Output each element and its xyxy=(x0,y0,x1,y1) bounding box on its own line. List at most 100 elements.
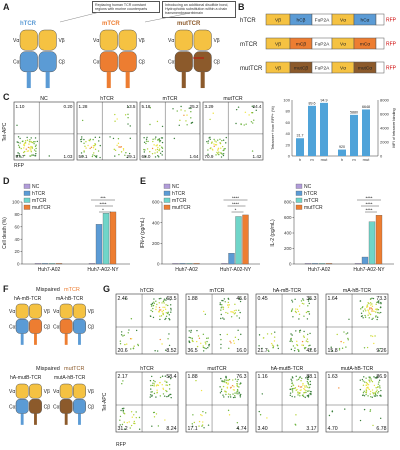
e2-legend-swatch-0 xyxy=(295,183,303,189)
e-sig-0: **** xyxy=(232,196,239,201)
d-legend-label-0: NC xyxy=(32,184,40,190)
construct-2-label-vb: Vβ xyxy=(275,66,281,72)
g-flow-event xyxy=(369,393,371,395)
f-hamutb-va-label: Vα xyxy=(9,389,15,395)
g-flow-event xyxy=(363,347,366,349)
g-flow-event xyxy=(302,382,304,385)
e-ytick: 600 xyxy=(152,200,160,205)
c-flow-event xyxy=(151,152,154,155)
tcr-m-vb-domain xyxy=(118,29,137,51)
g-flow-event xyxy=(239,300,242,303)
c-flow-event xyxy=(19,137,21,140)
g-flow-event xyxy=(305,346,307,349)
c-flow-event xyxy=(23,151,25,154)
g-flow-frame-5 xyxy=(185,371,249,433)
g-flow-event xyxy=(163,395,166,397)
f-hamutb-cb-label: Cβ xyxy=(44,404,51,410)
c-flow-event xyxy=(157,155,159,157)
g-flow-event xyxy=(130,348,132,350)
tcr-h-cb-label: Cβ xyxy=(58,60,65,66)
g-flow-event xyxy=(133,414,135,416)
g-flow-title-3: mA-hB-TCR xyxy=(343,288,371,294)
f-title1: Mispaired xyxy=(36,287,60,293)
d-ytick: 60 xyxy=(14,224,20,229)
g-flow-event xyxy=(291,391,294,393)
g-ylabel: Tet-APC xyxy=(102,392,108,411)
c-flow-event xyxy=(98,140,100,142)
g-flow-event xyxy=(228,378,231,381)
c-flow-event xyxy=(34,141,36,143)
g-flow-event xyxy=(366,306,368,309)
g-flow-event xyxy=(155,396,157,398)
g-flow-event xyxy=(122,380,124,382)
g-flow-event xyxy=(167,311,169,314)
g-flow-event xyxy=(360,312,363,314)
c-flow-event xyxy=(159,152,162,155)
g-flow-event xyxy=(365,391,367,393)
g-flow-event xyxy=(369,313,372,316)
g-flow-event xyxy=(378,312,380,314)
g-flow-event xyxy=(239,298,241,301)
c-flow-event xyxy=(23,154,26,157)
g-flow-event xyxy=(369,302,372,304)
e2-bar xyxy=(325,263,333,265)
g-flow-event xyxy=(303,336,305,339)
g-flow-event xyxy=(236,383,238,385)
f-mahb-cb-domain xyxy=(73,318,86,334)
g-flow-event xyxy=(234,392,236,394)
g-flow-event xyxy=(297,378,300,381)
c-flow-event xyxy=(31,147,34,149)
g-flow-event xyxy=(292,345,295,347)
g-flow-event xyxy=(153,383,155,385)
g-flow-event xyxy=(231,384,234,387)
c-flow-event xyxy=(27,146,30,149)
d-bar xyxy=(102,213,110,265)
c-flow-event xyxy=(16,154,19,157)
g-flow-event xyxy=(200,389,203,392)
f-row1-b: mA-hB-TCR xyxy=(56,296,84,302)
g-flow-event xyxy=(258,334,261,336)
g-flow-q1-4: 2.17 xyxy=(118,374,128,380)
g-flow-q3-7: 4.70 xyxy=(328,426,338,432)
g-flow-event xyxy=(122,411,124,413)
g-flow-event xyxy=(227,306,230,308)
g-flow-event xyxy=(239,383,241,385)
c-flow-event xyxy=(154,149,157,151)
c-flow-event xyxy=(30,141,32,143)
g-flow-event xyxy=(307,390,309,392)
g-flow-event xyxy=(201,424,204,426)
c-flow-event xyxy=(116,118,118,120)
c-flow-event xyxy=(173,137,176,140)
panel-e-il2-chart: 0 200 400 600 800 Huh7-A02 Huh7-A02-NY IL-2 (pg… xyxy=(270,183,394,273)
f-mutahb-vb-domain xyxy=(73,383,86,399)
c-flow-event xyxy=(188,107,190,109)
g-flow-event xyxy=(370,378,372,380)
g-flow-event xyxy=(298,318,300,320)
g-flow-event xyxy=(158,297,161,300)
c-flow-event xyxy=(217,149,219,151)
d-sig-1: **** xyxy=(99,202,106,207)
g-flow-event xyxy=(239,311,241,314)
g-flow-event xyxy=(347,339,349,341)
c-flow-event xyxy=(92,138,94,141)
g-flow-event xyxy=(160,309,162,311)
construct-0-label-vb: Vβ xyxy=(275,18,281,24)
f-row1-a: hA-mB-TCR xyxy=(14,296,42,302)
g-flow-event xyxy=(375,387,377,389)
g-flow-event xyxy=(150,305,153,307)
g-flow-event xyxy=(302,395,305,398)
g-flow-event xyxy=(156,384,158,386)
c-flow-event xyxy=(145,142,147,145)
g-flow-event xyxy=(233,342,236,344)
g-flow-event xyxy=(378,379,381,382)
g-flow-event xyxy=(201,425,203,427)
g-flow-frame-7 xyxy=(325,371,389,433)
c-flow-event xyxy=(119,146,121,148)
c-flow-event xyxy=(213,145,215,148)
g-flow-event xyxy=(367,384,370,386)
g-flow-event xyxy=(307,394,309,397)
e2-bar xyxy=(375,215,383,265)
g-flow-event xyxy=(307,375,310,377)
g-flow-event xyxy=(308,390,310,392)
g-flow-event xyxy=(225,376,227,378)
